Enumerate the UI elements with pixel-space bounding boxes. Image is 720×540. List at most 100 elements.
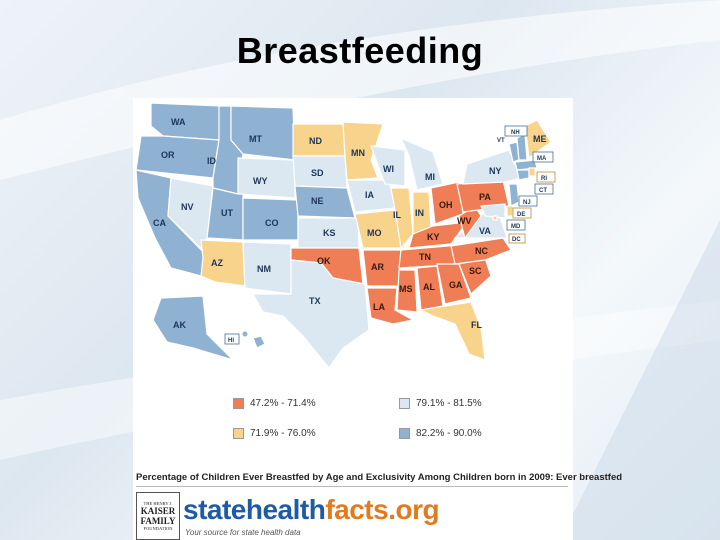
state-KY	[408, 221, 469, 249]
label-MI: MI	[425, 172, 435, 182]
kff-logo: THE HENRY J. KAISER FAMILY FOUNDATION	[136, 492, 180, 540]
kff-logo-line-2: KAISER	[140, 506, 176, 516]
legend-item-4: 82.2% - 90.0%	[399, 428, 482, 439]
callout-box-DE	[512, 207, 532, 219]
label-AK: AK	[173, 320, 186, 330]
label-GA: GA	[449, 280, 463, 290]
legend-label-4: 82.2% - 90.0%	[416, 428, 482, 439]
label-MO: MO	[367, 228, 382, 238]
state-HI	[252, 335, 266, 349]
label-NM: NM	[257, 264, 271, 274]
state-RI	[528, 167, 536, 177]
label-NV: NV	[181, 202, 194, 212]
state-DE	[506, 205, 514, 217]
callout-box-HI	[224, 333, 240, 345]
state-NC	[450, 237, 512, 265]
label-AR: AR	[371, 262, 384, 272]
legend-label-3: 71.9% - 76.0%	[250, 428, 316, 439]
label-IL: IL	[393, 210, 402, 220]
state-MO	[354, 209, 406, 249]
callout-box-MA	[532, 151, 554, 163]
label-NJ: NJ	[523, 200, 531, 206]
state-IL	[390, 187, 414, 250]
callout-box-NJ	[518, 195, 538, 207]
label-WV: WV	[457, 216, 472, 226]
kff-logo-line-1: THE HENRY J.	[143, 501, 173, 506]
label-MT: MT	[249, 134, 262, 144]
label-NE: NE	[311, 196, 324, 206]
state-MT	[230, 105, 296, 161]
state-MS	[396, 269, 418, 313]
state-ME	[524, 119, 552, 160]
state-NE	[294, 185, 356, 219]
hi-island	[242, 331, 248, 337]
legend-item-2: 79.1% - 81.5%	[399, 398, 482, 409]
callout-box-RI	[536, 171, 556, 183]
label-CA: CA	[153, 218, 166, 228]
label-KY: KY	[427, 232, 440, 242]
map-panel: WA OR CA NV ID MT WY UT AZ CO NM ND SD N…	[133, 98, 623, 540]
callout-box-CT	[534, 183, 554, 195]
state-WY	[237, 157, 296, 199]
label-TX: TX	[309, 296, 321, 306]
state-MI	[399, 136, 444, 191]
legend-swatch-4	[399, 428, 410, 439]
legend-item-1: 47.2% - 71.4%	[233, 398, 316, 409]
label-ME: ME	[533, 134, 547, 144]
site-tagline: Your source for state health data	[185, 528, 301, 537]
label-ND: ND	[309, 136, 322, 146]
state-LA	[366, 287, 415, 325]
label-NH: NH	[511, 130, 520, 136]
callout-box-NH	[504, 125, 528, 137]
label-NC: NC	[475, 246, 488, 256]
legend-item-3: 71.9% - 76.0%	[233, 428, 316, 439]
state-TX	[251, 259, 370, 368]
label-MD: MD	[511, 224, 521, 230]
slide-title: Breastfeeding	[236, 30, 484, 71]
label-LA: LA	[373, 302, 385, 312]
label-DE: DE	[517, 212, 525, 218]
label-RI: RI	[541, 176, 547, 182]
legend-swatch-1	[233, 398, 244, 409]
label-UT: UT	[221, 208, 233, 218]
state-WA	[150, 102, 222, 141]
label-MS: MS	[399, 284, 413, 294]
legend-swatch-2	[399, 398, 410, 409]
label-MA: MA	[537, 156, 547, 162]
label-CO: CO	[265, 218, 279, 228]
statehealthfacts-logo[interactable]: statehealthfacts.org	[183, 494, 440, 526]
kff-logo-line-4: FOUNDATION	[143, 526, 173, 531]
kff-logo-line-3: FAMILY	[140, 516, 176, 526]
label-OR: OR	[161, 150, 175, 160]
legend-label-1: 47.2% - 71.4%	[250, 398, 316, 409]
label-TN: TN	[419, 252, 431, 262]
state-FL	[419, 301, 486, 361]
legend-label-2: 79.1% - 81.5%	[416, 398, 482, 409]
label-NY: NY	[489, 166, 502, 176]
us-state-map: WA OR CA NV ID MT WY UT AZ CO NM ND SD N…	[135, 102, 556, 368]
label-KS: KS	[323, 228, 336, 238]
state-AK	[152, 295, 234, 361]
state-AZ	[200, 239, 246, 287]
callout-box-MD	[506, 219, 526, 231]
label-OH: OH	[439, 200, 453, 210]
map-caption: Percentage of Children Ever Breastfed by…	[136, 472, 623, 483]
state-NJ	[508, 183, 520, 207]
label-IN: IN	[415, 208, 424, 218]
label-PA: PA	[479, 192, 491, 202]
label-AZ: AZ	[211, 258, 223, 268]
label-WY: WY	[253, 176, 268, 186]
label-IA: IA	[365, 190, 375, 200]
callout-box-DC	[508, 233, 526, 244]
state-CT	[516, 169, 530, 181]
label-OK: OK	[317, 256, 331, 266]
label-DC: DC	[512, 237, 521, 243]
label-VT: VT	[497, 138, 505, 144]
label-MN: MN	[351, 148, 365, 158]
label-SC: SC	[469, 266, 482, 276]
label-CT: CT	[539, 188, 547, 194]
caption-divider	[136, 486, 568, 487]
label-ID: ID	[207, 156, 217, 166]
label-FL: FL	[471, 320, 482, 330]
site-name-part-2: facts.org	[325, 494, 440, 525]
